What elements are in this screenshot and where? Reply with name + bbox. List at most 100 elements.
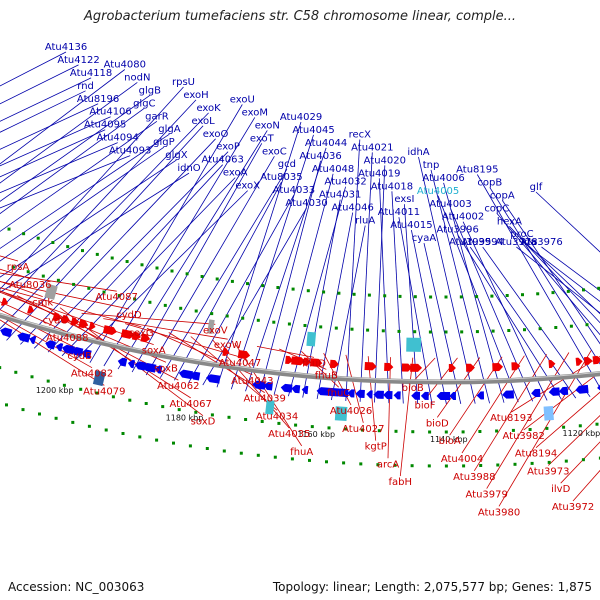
gene-label[interactable]: Atu4067 bbox=[170, 399, 212, 410]
gene-label[interactable]: glgB bbox=[139, 85, 161, 96]
gene-label[interactable]: copB bbox=[477, 177, 502, 188]
gene-label[interactable]: gcd bbox=[278, 159, 296, 170]
gene-label[interactable]: fhuA bbox=[290, 447, 313, 458]
gene-label[interactable]: bioF bbox=[415, 401, 436, 412]
gene-label[interactable]: rpsA bbox=[7, 262, 30, 273]
gene-label[interactable]: exoW bbox=[214, 340, 242, 351]
gene-label[interactable]: rluA bbox=[355, 216, 375, 227]
gene-label[interactable]: bioD bbox=[426, 418, 449, 429]
gene-label[interactable]: Atu4082 bbox=[71, 369, 113, 380]
gene-label[interactable]: glf bbox=[530, 182, 543, 193]
gene-label[interactable]: exoM bbox=[242, 107, 268, 118]
gene-label[interactable]: soxG bbox=[129, 328, 154, 339]
gene-label[interactable]: exsI bbox=[394, 194, 414, 205]
gene-label[interactable]: Atu4122 bbox=[57, 55, 99, 66]
gene-label[interactable]: Atu4026 bbox=[330, 406, 372, 417]
gene-label[interactable]: exoA bbox=[223, 168, 248, 179]
gene-label[interactable]: copC bbox=[484, 203, 509, 214]
gene-label[interactable]: Atu4004 bbox=[441, 454, 483, 465]
gene-label[interactable]: Atu4006 bbox=[422, 173, 464, 184]
gene-label[interactable]: idnO bbox=[177, 163, 200, 174]
gene-label[interactable]: Atu3982 bbox=[503, 431, 545, 442]
gene-label[interactable]: fabH bbox=[389, 477, 413, 488]
gene-label[interactable]: Atu4118 bbox=[70, 68, 112, 79]
gene-label[interactable]: Atu4039 bbox=[244, 394, 286, 405]
gene-label[interactable]: Atu3972 bbox=[552, 502, 594, 513]
gene-label[interactable]: exoH bbox=[183, 90, 208, 101]
gene-label[interactable]: Atu4011 bbox=[378, 207, 420, 218]
gene-label[interactable]: Atu4048 bbox=[312, 164, 354, 175]
gene-label[interactable]: Atu3996 bbox=[437, 225, 479, 236]
gene-label[interactable]: Atu4047 bbox=[219, 358, 261, 369]
gene-label[interactable]: glgP bbox=[153, 137, 175, 148]
gene-label[interactable]: idhA bbox=[407, 147, 429, 158]
gene-label[interactable]: exoO bbox=[203, 129, 229, 140]
gene-label[interactable]: glgX bbox=[165, 150, 187, 161]
gene-label[interactable]: Atu4045 bbox=[292, 125, 334, 136]
gene-label[interactable]: Atu4030 bbox=[285, 198, 327, 209]
gene-label[interactable]: arcA bbox=[377, 459, 400, 470]
gene-label[interactable]: Atu4080 bbox=[104, 60, 146, 71]
gene-label[interactable]: Atu3976 bbox=[520, 237, 562, 248]
gene-label[interactable]: Atu8193 bbox=[490, 413, 532, 424]
gene-label[interactable]: Atu4027 bbox=[342, 424, 384, 435]
gene-label[interactable]: cydB bbox=[67, 351, 92, 362]
gene-label[interactable]: bioB bbox=[402, 383, 424, 394]
gene-label[interactable]: cydC bbox=[43, 315, 68, 326]
gene-label[interactable]: Atu3994 bbox=[462, 237, 504, 248]
gene-label[interactable]: exoL bbox=[191, 116, 215, 127]
gene-label[interactable]: nodN bbox=[124, 72, 150, 83]
gene-label[interactable]: Atu8035 bbox=[260, 172, 302, 183]
gene-label[interactable]: Atu4088 bbox=[46, 333, 88, 344]
gene-label[interactable]: tnp bbox=[423, 160, 440, 171]
gene-label[interactable]: Atu4095 bbox=[84, 120, 126, 131]
gene-label[interactable]: fhuB bbox=[315, 370, 338, 381]
gene-label[interactable]: Atu4094 bbox=[97, 133, 139, 144]
gene-label[interactable]: Atu4106 bbox=[89, 107, 131, 118]
gene-label[interactable]: Atu4021 bbox=[351, 142, 393, 153]
gene-label[interactable]: Atu8195 bbox=[456, 165, 498, 176]
gene-label[interactable]: exoV bbox=[203, 325, 228, 336]
gene-label[interactable]: exoK bbox=[196, 103, 221, 114]
gene-label[interactable]: fhuD bbox=[302, 358, 326, 369]
gene-label[interactable]: Atu4046 bbox=[332, 203, 374, 214]
gene-label[interactable]: soxD bbox=[191, 417, 216, 428]
gene-label[interactable]: exoN bbox=[255, 120, 280, 131]
gene-label[interactable]: garR bbox=[145, 111, 169, 122]
gene-label[interactable]: Atu4015 bbox=[390, 220, 432, 231]
gene-label[interactable]: Atu4035 bbox=[268, 429, 310, 440]
gene-label[interactable]: kgtP bbox=[365, 442, 387, 453]
gene-label[interactable]: Atu8196 bbox=[77, 94, 119, 105]
gene-label[interactable]: Atu4029 bbox=[280, 112, 322, 123]
gene-label[interactable]: Atu4020 bbox=[364, 155, 406, 166]
gene-label[interactable]: Atu4136 bbox=[45, 42, 87, 53]
gene-label[interactable]: Atu3973 bbox=[527, 466, 569, 477]
gene-label[interactable]: bioA bbox=[439, 436, 461, 447]
gene-label[interactable]: Atu3979 bbox=[466, 490, 508, 501]
gene-label[interactable]: soxA bbox=[142, 346, 166, 357]
gene-label[interactable]: Atu4093 bbox=[109, 146, 151, 157]
gene-label[interactable]: soxB bbox=[154, 363, 178, 374]
gene-label[interactable]: exoC bbox=[262, 146, 287, 157]
gene-label[interactable]: exoU bbox=[230, 95, 255, 106]
gene-label[interactable]: Atu4062 bbox=[157, 381, 199, 392]
gene-label[interactable]: fhuC bbox=[327, 388, 350, 399]
gene-label[interactable]: cmk bbox=[32, 298, 53, 309]
gene-label[interactable]: Atu3980 bbox=[478, 507, 520, 518]
gene-label[interactable]: Atu4002 bbox=[442, 212, 484, 223]
gene-label[interactable]: Atu4005 bbox=[417, 186, 459, 197]
gene-label[interactable]: Atu3988 bbox=[453, 472, 495, 483]
gene-label[interactable]: Atu4036 bbox=[299, 151, 341, 162]
gene-label[interactable]: Atu4019 bbox=[358, 168, 400, 179]
gene-label[interactable]: glgA bbox=[158, 124, 180, 135]
gene-label[interactable]: Atu4031 bbox=[319, 190, 361, 201]
gene-label[interactable]: hexA bbox=[497, 216, 522, 227]
gene-label[interactable]: Atu4034 bbox=[256, 411, 298, 422]
gene-label[interactable]: exoT bbox=[250, 133, 275, 144]
gene-label[interactable]: recX bbox=[349, 130, 372, 141]
gene-label[interactable]: exoP bbox=[216, 142, 240, 153]
gene-label[interactable]: Atu4003 bbox=[429, 199, 471, 210]
gene-label[interactable]: copA bbox=[490, 190, 515, 201]
gene-label[interactable]: rnd bbox=[77, 81, 94, 92]
